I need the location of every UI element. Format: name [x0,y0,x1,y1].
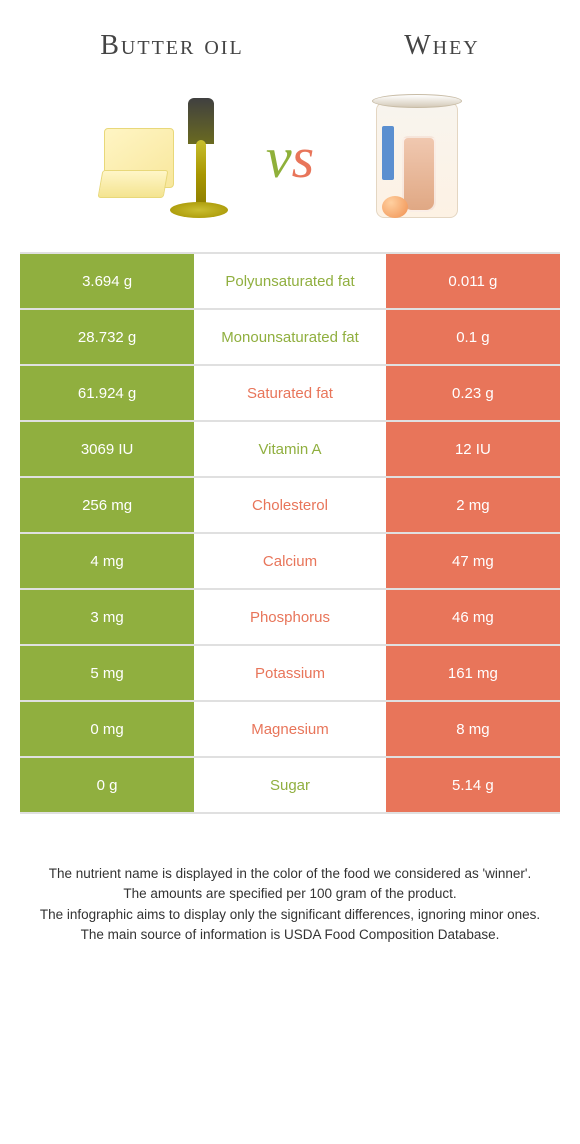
nutrient-label: Phosphorus [194,590,386,644]
right-value: 0.1 g [386,310,560,364]
right-value: 161 mg [386,646,560,700]
footer-notes: The nutrient name is displayed in the co… [0,814,580,965]
right-value: 2 mg [386,478,560,532]
nutrient-label: Vitamin A [194,422,386,476]
oil-bottle-icon [188,98,214,144]
footer-line: The amounts are specified per 100 gram o… [30,884,550,904]
nutrient-label: Calcium [194,534,386,588]
left-value: 4 mg [20,534,194,588]
nutrient-label: Potassium [194,646,386,700]
nutrient-table: 3.694 gPolyunsaturated fat0.011 g28.732 … [20,252,560,814]
left-value: 5 mg [20,646,194,700]
nutrient-label: Monounsaturated fat [194,310,386,364]
table-row: 0 gSugar5.14 g [20,758,560,814]
oil-pool-icon [170,202,228,218]
nutrient-label: Polyunsaturated fat [194,254,386,308]
table-row: 4 mgCalcium47 mg [20,534,560,590]
left-value: 256 mg [20,478,194,532]
table-row: 256 mgCholesterol2 mg [20,478,560,534]
right-value: 5.14 g [386,758,560,812]
table-row: 3.694 gPolyunsaturated fat0.011 g [20,254,560,310]
right-value: 46 mg [386,590,560,644]
nutrient-label: Magnesium [194,702,386,756]
left-value: 61.924 g [20,366,194,420]
nutrient-label: Cholesterol [194,478,386,532]
whey-glass-icon [402,136,436,212]
left-value: 3 mg [20,590,194,644]
right-value: 8 mg [386,702,560,756]
hero-row: vs [0,82,580,252]
nutrient-label: Saturated fat [194,366,386,420]
footer-line: The infographic aims to display only the… [30,905,550,925]
left-value: 0 mg [20,702,194,756]
table-row: 5 mgPotassium161 mg [20,646,560,702]
oil-stream-icon [196,140,206,210]
left-value: 3.694 g [20,254,194,308]
table-row: 61.924 gSaturated fat0.23 g [20,366,560,422]
left-value: 0 g [20,758,194,812]
left-value: 28.732 g [20,310,194,364]
whey-label-icon [382,126,394,180]
footer-line: The main source of information is USDA F… [30,925,550,945]
footer-line: The nutrient name is displayed in the co… [30,864,550,884]
header: Butter oil Whey [0,0,580,82]
table-row: 3069 IUVitamin A12 IU [20,422,560,478]
right-value: 0.23 g [386,366,560,420]
vs-label: vs [266,124,314,191]
right-value: 47 mg [386,534,560,588]
right-value: 12 IU [386,422,560,476]
left-value: 3069 IU [20,422,194,476]
table-row: 3 mgPhosphorus46 mg [20,590,560,646]
right-value: 0.011 g [386,254,560,308]
left-food-title: Butter oil [100,30,243,62]
table-row: 28.732 gMonounsaturated fat0.1 g [20,310,560,366]
left-food-image [96,92,236,222]
butter-slice-icon [97,170,168,198]
peach-icon [382,196,408,218]
nutrient-label: Sugar [194,758,386,812]
whey-lid-icon [372,94,462,108]
table-row: 0 mgMagnesium8 mg [20,702,560,758]
right-food-title: Whey [404,30,480,62]
right-food-image [344,92,484,222]
